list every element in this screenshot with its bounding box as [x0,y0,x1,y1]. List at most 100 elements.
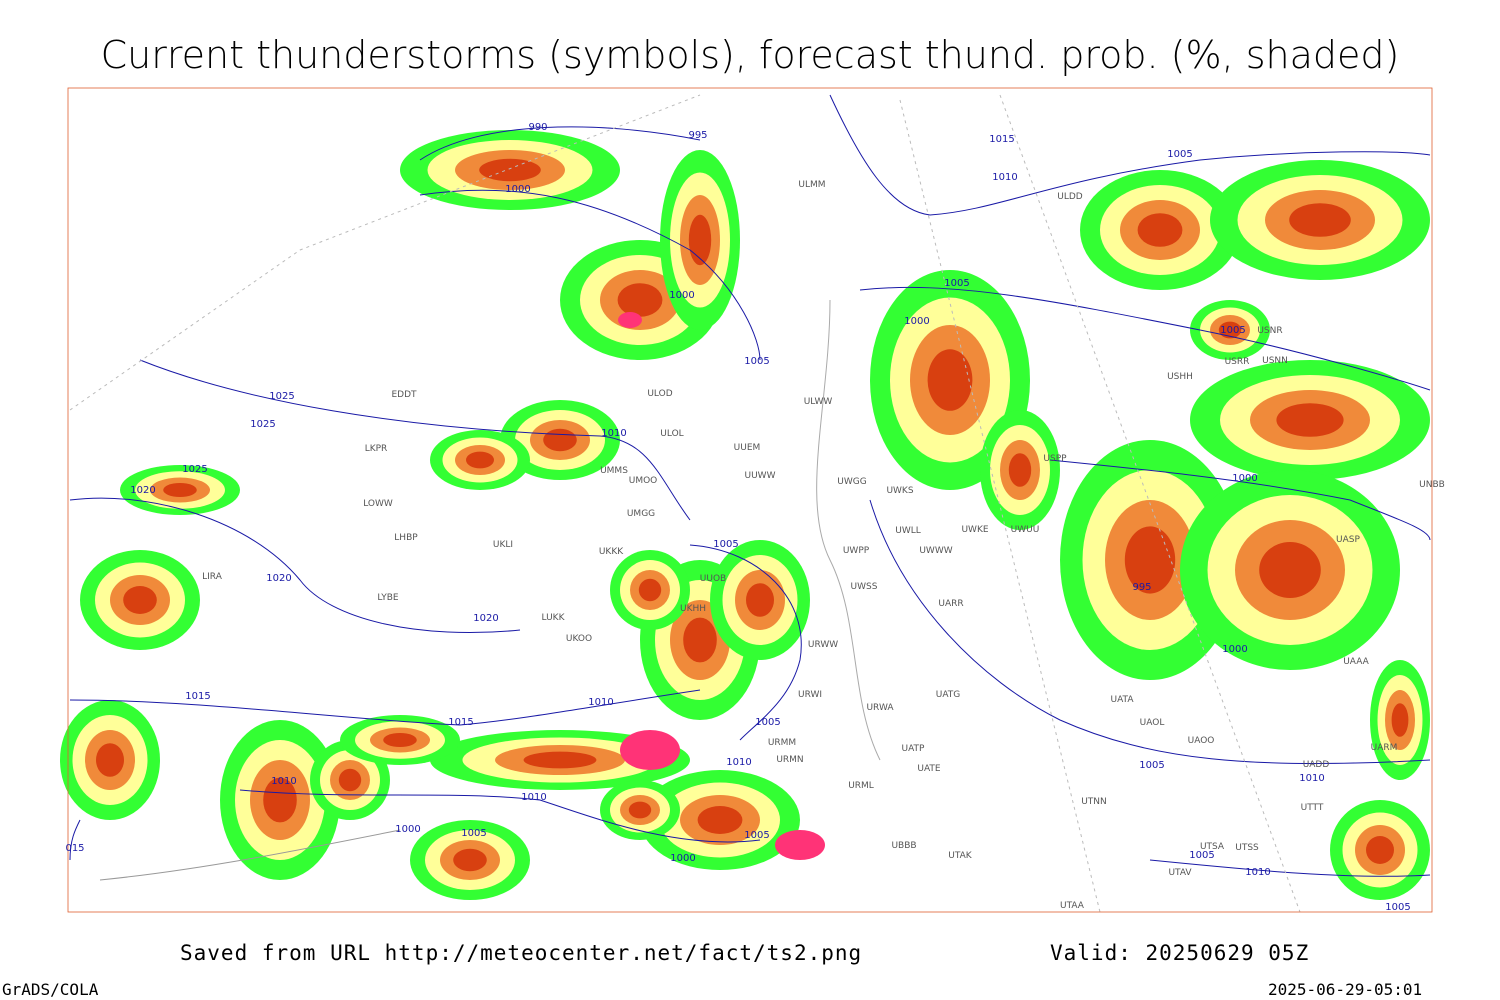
isobar-label: 1005 [461,828,486,839]
station-label: URML [848,781,874,791]
isobar-label: 1000 [904,316,929,327]
station-label: USPP [1043,454,1067,464]
station-label: UMGG [627,509,655,519]
station-label: URWW [808,640,838,650]
isobar-label: 1005 [1189,850,1214,861]
station-label: UNBB [1419,480,1445,490]
station-label: UADD [1303,760,1330,770]
station-label: UWLL [895,526,921,536]
station-label: UATP [902,744,926,754]
station-label: UARM [1371,743,1398,753]
station-label: UTNN [1081,797,1107,807]
isobar-label: 995 [688,130,707,141]
station-label: UMOO [629,476,658,486]
station-label: UWGG [837,477,866,487]
station-label: LKPR [365,444,388,454]
station-label: LOWW [363,499,393,509]
shade-blob [383,733,417,747]
station-label: LHBP [394,533,418,543]
station-label: ULMM [798,180,825,190]
station-label: UTSA [1200,842,1225,852]
shade-blob [1366,836,1394,864]
station-label: UUEM [734,443,761,453]
shade-blob [263,777,297,823]
shade-blob [338,768,362,792]
software: GrADS/COLA [2,980,99,999]
station-label: USNN [1262,356,1288,366]
isobar-label: 1000 [670,853,695,864]
station-label: USNR [1257,326,1282,336]
probability-shading [60,130,1430,900]
isobar-label: 1010 [271,776,296,787]
map-frame [67,87,1433,913]
station-label: URWI [798,690,822,700]
shade-blob [638,578,662,602]
isobar-label: 1010 [992,172,1017,183]
shade-blob [1289,203,1351,237]
shade-blob [543,428,577,452]
shade-blob [688,214,712,266]
station-label: UTTT [1301,803,1324,813]
isobar-label: 015 [65,843,84,854]
station-label: UATE [917,764,941,774]
station-label: UARR [938,599,963,609]
shade-blob [1137,213,1183,247]
source-url: Saved from URL http://meteocenter.net/fa… [180,941,862,965]
station-label: ULOD [647,389,672,399]
station-label: UMMS [600,466,628,476]
isobar-label: 1005 [713,539,738,550]
isobars [69,94,1431,913]
isobar-label: 1005 [744,830,769,841]
station-label: USHH [1167,372,1193,382]
shade-blob [628,801,652,819]
isobar-label: 1020 [266,573,291,584]
station-label: UKHH [680,604,706,614]
timestamp: 2025-06-29-05:01 [1268,980,1422,999]
station-label: UAAA [1343,657,1369,667]
isobar-label: 990 [528,122,547,133]
station-label: UWKS [886,486,913,496]
storm-area [775,830,825,860]
station-label: URWA [866,703,894,713]
isobar-label: 1000 [505,184,530,195]
shade-blob [1008,453,1032,487]
station-label: USRR [1225,357,1250,367]
storm-area [620,730,680,770]
station-label: LIRA [202,572,223,582]
isobar-label: 1010 [601,428,626,439]
shade-blob [123,586,157,614]
station-label: URMN [776,755,803,765]
station-label: UTAA [1060,901,1085,911]
isobar-label: 1020 [130,485,155,496]
station-label: UAOL [1140,718,1165,728]
station-label: UKOO [566,634,592,644]
map-title: Current thunderstorms (symbols), forecas… [101,33,1400,77]
station-label: LYBE [377,593,398,603]
isobar-label: 1010 [1245,867,1270,878]
station-label: ULDD [1057,192,1083,202]
station-label: UKKK [599,547,624,557]
station-label: UTSS [1235,843,1259,853]
station-label: LUKK [542,613,566,623]
isobar-label: 1005 [1385,902,1410,913]
shade-blob [479,158,541,182]
shade-blob [163,483,197,497]
shade-blob [523,751,597,769]
station-label: UATA [1110,695,1134,705]
isobar-label: 1005 [755,717,780,728]
shade-blob [453,848,487,872]
valid-time: Valid: 20250629 05Z [1050,941,1309,965]
station-label: UATG [936,690,961,700]
storm-area [618,312,642,328]
station-label: EDDT [391,390,417,400]
isobar-label: 1015 [448,717,473,728]
shade-blob [1276,403,1344,437]
station-label: UKLI [493,540,513,550]
isobar-label: 1000 [395,824,420,835]
isobar-label: 1010 [1299,773,1324,784]
shade-blob [96,743,124,777]
station-label: UTAK [948,851,973,861]
shade-blob [1218,321,1242,339]
isobar-label: 1015 [185,691,210,702]
isobar-label: 1005 [1167,149,1192,160]
